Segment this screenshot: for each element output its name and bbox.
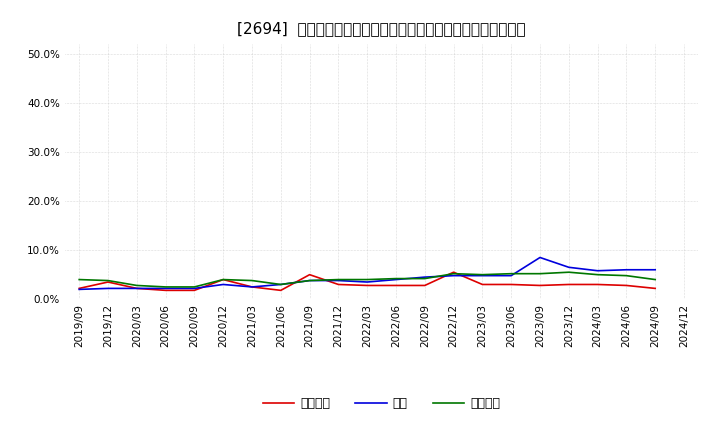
在庫 — [420, 275, 429, 280]
Line: 買入債務: 買入債務 — [79, 272, 655, 287]
売上債権 — [478, 282, 487, 287]
買入債務 — [132, 283, 141, 288]
売上債権 — [161, 288, 170, 293]
在庫 — [305, 278, 314, 283]
売上債権 — [536, 283, 544, 288]
買入債務 — [248, 278, 256, 283]
在庫 — [248, 284, 256, 290]
Line: 在庫: 在庫 — [79, 257, 655, 290]
在庫 — [593, 268, 602, 273]
在庫 — [536, 255, 544, 260]
買入債務 — [190, 284, 199, 290]
買入債務 — [651, 277, 660, 282]
在庫 — [276, 282, 285, 287]
売上債権 — [392, 283, 400, 288]
買入債務 — [536, 271, 544, 276]
売上債権 — [276, 288, 285, 293]
在庫 — [132, 286, 141, 291]
買入債務 — [104, 278, 112, 283]
買入債務 — [420, 276, 429, 281]
売上債権 — [248, 284, 256, 290]
在庫 — [104, 286, 112, 291]
売上債権 — [75, 286, 84, 291]
買入債務 — [75, 277, 84, 282]
売上債権 — [363, 283, 372, 288]
売上債権 — [305, 272, 314, 277]
買入債務 — [564, 270, 573, 275]
Legend: 売上債権, 在庫, 買入債務: 売上債権, 在庫, 買入債務 — [258, 392, 505, 415]
売上債権 — [651, 286, 660, 291]
売上債権 — [593, 282, 602, 287]
売上債権 — [420, 283, 429, 288]
買入債務 — [478, 272, 487, 277]
在庫 — [219, 282, 228, 287]
在庫 — [564, 265, 573, 270]
買入債務 — [276, 282, 285, 287]
売上債権 — [334, 282, 343, 287]
在庫 — [507, 273, 516, 278]
買入債務 — [593, 272, 602, 277]
買入債務 — [363, 277, 372, 282]
在庫 — [449, 273, 458, 278]
在庫 — [478, 273, 487, 278]
Title: [2694]  売上債権、在庫、買入債務の総資産に対する比率の推移: [2694] 売上債権、在庫、買入債務の総資産に対する比率の推移 — [238, 21, 526, 36]
在庫 — [363, 279, 372, 285]
売上債権 — [449, 270, 458, 275]
売上債権 — [190, 288, 199, 293]
買入債務 — [392, 276, 400, 281]
買入債務 — [219, 277, 228, 282]
買入債務 — [161, 284, 170, 290]
買入債務 — [507, 271, 516, 276]
売上債権 — [219, 277, 228, 282]
在庫 — [190, 286, 199, 291]
売上債権 — [564, 282, 573, 287]
売上債権 — [132, 286, 141, 291]
買入債務 — [305, 278, 314, 283]
買入債務 — [449, 271, 458, 276]
在庫 — [622, 267, 631, 272]
在庫 — [651, 267, 660, 272]
在庫 — [161, 286, 170, 291]
買入債務 — [334, 277, 343, 282]
在庫 — [75, 287, 84, 292]
売上債権 — [507, 282, 516, 287]
売上債権 — [622, 283, 631, 288]
Line: 売上債権: 売上債権 — [79, 272, 655, 290]
売上債権 — [104, 279, 112, 285]
在庫 — [334, 278, 343, 283]
在庫 — [392, 277, 400, 282]
買入債務 — [622, 273, 631, 278]
